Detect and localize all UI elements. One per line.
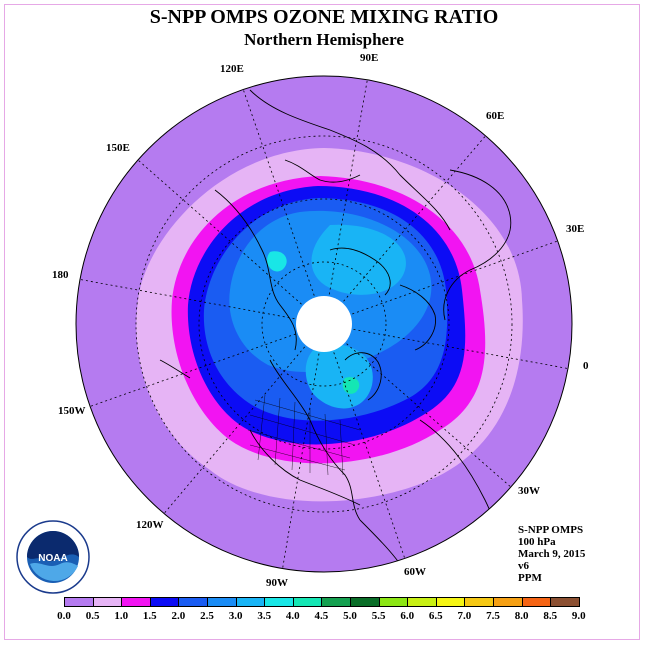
- info-level: 100 hPa: [518, 536, 556, 548]
- lon-label-180: 180: [52, 269, 69, 281]
- colorbar-label: 5.5: [371, 610, 386, 622]
- lon-label-120w: 120W: [136, 519, 164, 531]
- band-3.0-3.5: [311, 224, 406, 295]
- figure-frame: [4, 4, 640, 640]
- band-4.0-4.5: [342, 377, 360, 394]
- colorbar-box-14: [464, 597, 494, 607]
- lon-label-90e: 90E: [360, 52, 379, 64]
- band-3.0-3.5-b: [305, 344, 373, 409]
- chart-subtitle: Northern Hemisphere: [244, 30, 404, 49]
- colorbar-box-6: [235, 597, 266, 607]
- info-instrument: S-NPP OMPS: [518, 524, 584, 536]
- lon-label-90w: 90W: [266, 577, 288, 589]
- colorbar-box-18: [550, 597, 580, 607]
- colorbar-box-13: [435, 597, 466, 607]
- lon-label-60w: 60W: [404, 566, 426, 578]
- colorbar-box-16: [521, 597, 552, 607]
- colorbar-label: 1.0: [114, 610, 129, 622]
- info-block: S-NPP OMPS 100 hPa March 9, 2015 v6 PPM: [518, 524, 585, 584]
- colorbar-label: 3.5: [257, 610, 272, 622]
- colorbar-box-7: [264, 597, 294, 607]
- lon-label-60e: 60E: [486, 110, 505, 122]
- coastlines: [159, 89, 512, 572]
- noaa-logo: NOAA: [16, 520, 90, 594]
- colorbar-label: 4.0: [285, 610, 300, 622]
- colorbar-label: 7.0: [457, 610, 472, 622]
- colorbar-label: 6.5: [428, 610, 443, 622]
- polar-gap: [296, 296, 352, 352]
- info-date: March 9, 2015: [518, 548, 586, 560]
- lon-label-30w: 30W: [518, 485, 540, 497]
- colorbar-label: 9.0: [571, 610, 586, 622]
- colorbar-box-11: [378, 597, 409, 607]
- colorbar-label: 7.5: [486, 610, 500, 622]
- lon-label-120e: 120E: [220, 63, 244, 75]
- colorbar-box-4: [178, 597, 208, 607]
- lon-label-150e: 150E: [106, 142, 130, 154]
- colorbar-label: 4.5: [314, 610, 329, 622]
- colorbar-label: 6.0: [400, 610, 415, 622]
- lon-label-0: 0: [583, 360, 589, 372]
- lon-label-150w: 150W: [58, 405, 86, 417]
- colorbar-label: 3.0: [228, 610, 243, 622]
- map-boundary: [75, 75, 573, 573]
- colorbar-box-5: [207, 597, 237, 607]
- colorbar-box-15: [493, 597, 523, 607]
- colorbar-label: 2.0: [171, 610, 186, 622]
- chart-title: S-NPP OMPS OZONE MIXING RATIO: [149, 6, 499, 28]
- colorbar-label: 0.0: [57, 610, 71, 622]
- colorbar-label: 5.0: [343, 610, 357, 622]
- colorbar-box-2: [121, 597, 151, 607]
- lon-label-30e: 30E: [566, 223, 585, 235]
- colorbar-label: 2.5: [200, 610, 214, 622]
- colorbar-box-12: [407, 597, 437, 607]
- band-3.5-4.0: [267, 251, 287, 272]
- colorbar-label: 8.5: [543, 610, 558, 622]
- colorbar-box-8: [292, 597, 323, 607]
- colorbar-box-9: [321, 597, 351, 607]
- info-version: v6: [518, 560, 529, 572]
- noaa-logo-text: NOAA: [38, 553, 67, 564]
- info-units: PPM: [518, 572, 542, 584]
- us-states-grid: [247, 394, 361, 476]
- colorbar-label: 1.5: [142, 610, 157, 622]
- colorbar-box-3: [149, 597, 180, 607]
- colorbar-box-0: [64, 597, 94, 607]
- graticule: [76, 76, 572, 572]
- colorbar-label: 8.0: [514, 610, 529, 622]
- colorbar-label: 0.5: [85, 610, 100, 622]
- colorbar-box-1: [92, 597, 123, 607]
- colorbar-box-10: [350, 597, 380, 607]
